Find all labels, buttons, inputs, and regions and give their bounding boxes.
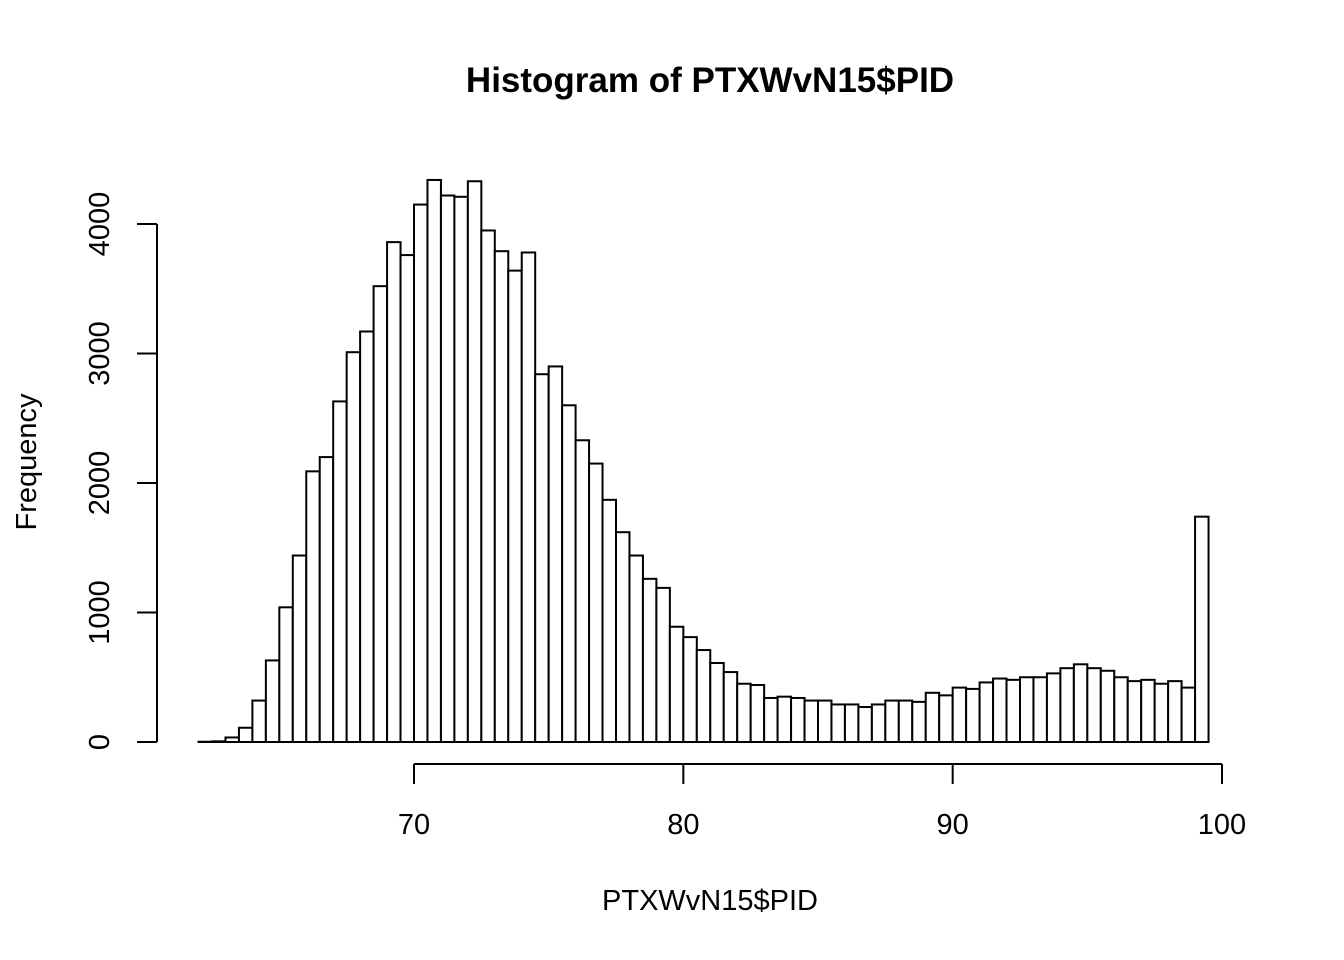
histogram-bar (507, 269, 523, 743)
histogram-bar (628, 554, 644, 744)
histogram-bar (790, 696, 806, 743)
x-axis: 70 80 90 100 (398, 763, 1246, 841)
histogram-bar (426, 178, 442, 744)
histogram-bar (965, 687, 981, 744)
histogram-bar (992, 677, 1008, 743)
histogram-bar (211, 740, 227, 743)
histogram-bar (722, 671, 739, 744)
histogram-bar (1140, 678, 1156, 744)
histogram-bar (372, 285, 389, 743)
histogram-bar (399, 254, 415, 744)
histogram-bar (278, 606, 294, 743)
x-tick-label: 90 (937, 809, 969, 841)
histogram-bar (237, 726, 254, 743)
histogram-bar (709, 662, 725, 743)
histogram-bar (359, 330, 375, 743)
histogram-bar (332, 400, 348, 743)
histogram-bar (857, 706, 873, 744)
histogram-bar (561, 404, 577, 743)
histogram-bar (924, 691, 941, 743)
histogram-bar (534, 373, 550, 743)
histogram-bar (938, 694, 954, 744)
histogram-bar (655, 586, 671, 744)
histogram-bar (1153, 682, 1170, 743)
histogram-bar (453, 195, 469, 744)
histogram-bar (386, 241, 402, 743)
histogram-bar (911, 700, 927, 743)
chart-title: Histogram of PTXWvN15$PID (466, 61, 954, 100)
histogram-bar (1180, 686, 1197, 743)
histogram-bar (736, 682, 752, 743)
histogram-bar (1032, 676, 1048, 743)
y-tick-label: 2000 (84, 451, 116, 516)
histogram-bar (1005, 678, 1022, 744)
histogram-bar (870, 703, 887, 744)
histogram-bar (574, 439, 591, 743)
histogram-bar (1099, 669, 1116, 744)
histogram-bar (682, 636, 698, 743)
histogram-bar (601, 498, 618, 743)
histogram-bar (615, 531, 631, 744)
x-tick-label: 100 (1198, 809, 1246, 841)
histogram-bar (695, 649, 712, 743)
histogram-bar (1194, 515, 1210, 743)
y-axis-label: Frequency (11, 393, 43, 531)
histogram-bar (641, 577, 658, 744)
histogram-bar (951, 686, 968, 743)
histogram-bar (466, 180, 483, 743)
histogram-bar (480, 229, 496, 743)
histogram-bar (803, 699, 820, 743)
histogram-bar (224, 736, 240, 743)
histogram-bar (763, 696, 779, 743)
histogram-bar (1086, 667, 1102, 743)
histogram-bar (776, 695, 793, 743)
histogram-bar (1072, 663, 1089, 743)
y-tick-label: 3000 (84, 321, 116, 386)
histogram-bar (291, 554, 308, 744)
histogram-bar (520, 251, 537, 744)
histogram-bar (668, 625, 685, 743)
histogram-bar (1059, 667, 1075, 743)
x-tick-label: 70 (398, 809, 430, 841)
histogram-bar (843, 703, 860, 744)
histogram-bar (1045, 672, 1062, 743)
y-axis: 0 1000 2000 3000 4000 (84, 192, 158, 750)
histogram-bar (1126, 680, 1143, 744)
x-axis-label: PTXWvN15$PID (602, 885, 818, 917)
y-tick-label: 4000 (84, 192, 116, 257)
y-tick-label: 0 (84, 734, 116, 750)
histogram-bar (413, 203, 429, 743)
histogram-bar (264, 659, 281, 743)
histogram-bar (251, 699, 267, 743)
histogram-bar (547, 365, 564, 743)
histogram-bar (588, 462, 604, 743)
histogram-bar (305, 470, 321, 743)
histogram-bar (897, 699, 914, 743)
histogram-bar (439, 194, 456, 743)
histogram-bar (318, 456, 335, 743)
histogram-bar (817, 699, 833, 743)
histogram-bar (345, 351, 362, 743)
histogram-bar (1019, 676, 1035, 743)
histogram-bar (978, 681, 995, 743)
y-tick-label: 1000 (84, 580, 116, 645)
histogram-bar (749, 684, 766, 744)
bars-group (197, 178, 1210, 744)
x-tick-label: 80 (667, 809, 699, 841)
histogram-bar (1113, 676, 1129, 743)
histogram-bar (830, 703, 846, 744)
histogram-bar (493, 250, 510, 743)
histogram-bar (884, 699, 900, 743)
histogram-bar (1167, 680, 1183, 744)
